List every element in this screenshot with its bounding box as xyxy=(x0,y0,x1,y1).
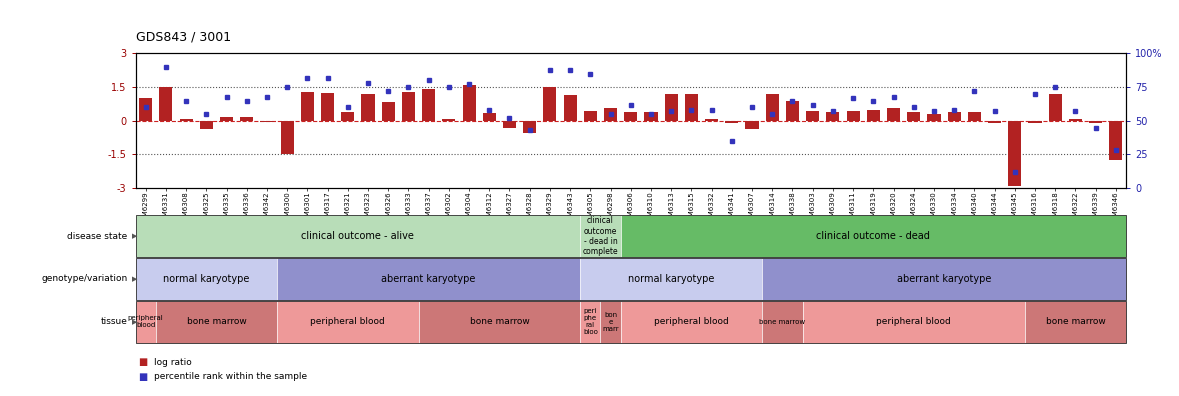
Bar xyxy=(402,91,415,121)
Bar xyxy=(139,98,152,121)
Text: bone marrow: bone marrow xyxy=(186,317,246,326)
Text: GDS843 / 3001: GDS843 / 3001 xyxy=(136,30,231,44)
Bar xyxy=(806,110,819,121)
Bar xyxy=(948,112,961,121)
Bar xyxy=(928,114,941,121)
Text: aberrant karyotype: aberrant karyotype xyxy=(897,274,992,284)
Text: genotype/variation: genotype/variation xyxy=(41,274,127,284)
Text: bon
e
marr: bon e marr xyxy=(602,312,619,332)
Bar xyxy=(199,121,213,129)
Bar xyxy=(159,87,172,121)
Bar xyxy=(261,121,274,122)
Bar xyxy=(1028,121,1041,124)
Bar xyxy=(422,89,435,121)
Bar xyxy=(1089,121,1102,123)
Bar xyxy=(867,110,880,121)
Bar xyxy=(745,121,758,129)
Bar xyxy=(1069,119,1082,121)
Bar xyxy=(705,119,718,121)
Bar xyxy=(220,117,233,121)
Text: normal karyotype: normal karyotype xyxy=(163,274,250,284)
Text: ■: ■ xyxy=(138,357,147,367)
Bar xyxy=(907,112,921,121)
Bar xyxy=(685,94,698,121)
Text: log ratio: log ratio xyxy=(154,358,192,367)
Bar xyxy=(503,121,516,128)
Text: bone marrow: bone marrow xyxy=(1046,317,1105,326)
Text: percentile rank within the sample: percentile rank within the sample xyxy=(154,373,308,381)
Bar xyxy=(482,113,496,121)
Text: peripheral blood: peripheral blood xyxy=(876,317,951,326)
Bar xyxy=(584,110,597,121)
Text: clinical outcome - dead: clinical outcome - dead xyxy=(816,231,930,241)
Text: aberrant karyotype: aberrant karyotype xyxy=(382,274,476,284)
Bar xyxy=(786,101,799,121)
Bar xyxy=(281,121,294,154)
Text: disease state: disease state xyxy=(67,232,127,241)
Bar xyxy=(765,94,779,121)
Bar xyxy=(887,108,900,121)
Bar xyxy=(624,112,638,121)
Text: ▶: ▶ xyxy=(132,319,138,325)
Bar xyxy=(362,94,375,121)
Text: peripheral blood: peripheral blood xyxy=(310,317,386,326)
Bar xyxy=(301,91,314,121)
Text: clinical outcome - alive: clinical outcome - alive xyxy=(302,231,414,241)
Text: tissue: tissue xyxy=(100,317,127,326)
Bar xyxy=(988,121,1001,123)
Bar xyxy=(382,102,395,121)
Bar xyxy=(1008,121,1021,186)
Bar xyxy=(462,85,475,121)
Text: bone marrow: bone marrow xyxy=(759,319,805,325)
Bar xyxy=(179,119,192,121)
Bar xyxy=(544,87,556,121)
Bar xyxy=(826,112,839,121)
Bar xyxy=(665,94,678,121)
Bar xyxy=(1109,121,1122,160)
Text: ▶: ▶ xyxy=(132,276,138,282)
Bar xyxy=(1048,94,1062,121)
Bar xyxy=(968,112,981,121)
Bar xyxy=(341,112,355,121)
Bar xyxy=(321,93,334,121)
Bar xyxy=(847,111,859,121)
Bar xyxy=(604,109,617,121)
Text: peripheral
blood: peripheral blood xyxy=(127,315,164,328)
Text: ■: ■ xyxy=(138,372,147,382)
Bar xyxy=(523,121,536,133)
Text: clinical
outcome
- dead in
complete: clinical outcome - dead in complete xyxy=(582,216,618,256)
Bar xyxy=(442,119,455,121)
Text: peri
phe
ral
bloo: peri phe ral bloo xyxy=(582,308,598,335)
Text: bone marrow: bone marrow xyxy=(469,317,529,326)
Bar xyxy=(241,117,253,121)
Bar xyxy=(645,112,658,121)
Text: ▶: ▶ xyxy=(132,233,138,239)
Bar xyxy=(725,121,738,124)
Bar xyxy=(564,95,577,121)
Text: normal karyotype: normal karyotype xyxy=(628,274,714,284)
Text: peripheral blood: peripheral blood xyxy=(654,317,729,326)
